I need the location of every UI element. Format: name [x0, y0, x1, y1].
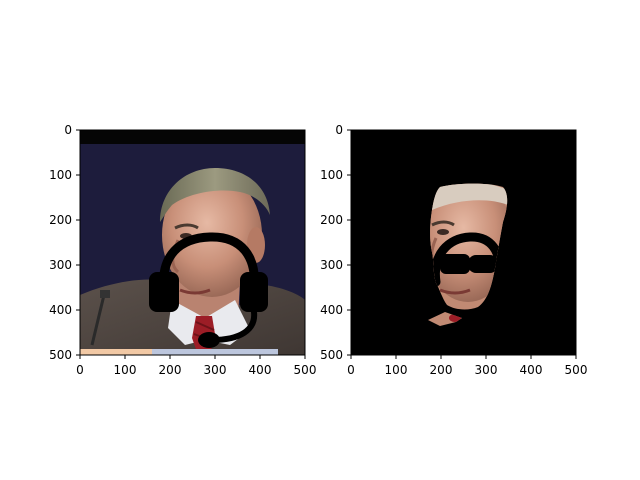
left-y-ticks	[76, 129, 80, 356]
right-x-tick-label: 100	[385, 363, 408, 377]
left-x-tick-labels: 0 100 200 300 400 500	[76, 363, 316, 377]
left-y-tick-label: 200	[49, 213, 72, 227]
left-y-tick-labels: 0 100 200 300 400 500	[49, 123, 72, 362]
right-x-tick-labels: 0 100 200 300 400 500	[347, 363, 587, 377]
right-y-tick-labels: 0 100 200 300 400 500	[320, 123, 343, 362]
left-x-tick-label: 300	[204, 363, 227, 377]
right-x-tick-label: 300	[475, 363, 498, 377]
right-y-tick-label: 200	[320, 213, 343, 227]
right-panel-image	[351, 130, 576, 355]
left-y-tick-label: 300	[49, 258, 72, 272]
right-x-ticks	[350, 355, 577, 359]
right-y-tick-label: 100	[320, 168, 343, 182]
right-x-tick-label: 200	[430, 363, 453, 377]
left-panel-image	[80, 130, 305, 355]
left-x-ticks	[79, 355, 306, 359]
left-y-tick-label: 400	[49, 303, 72, 317]
right-y-tick-label: 0	[335, 123, 343, 137]
left-y-tick-label: 0	[64, 123, 72, 137]
right-x-tick-label: 400	[520, 363, 543, 377]
left-x-tick-label: 400	[249, 363, 272, 377]
right-y-tick-label: 500	[320, 348, 343, 362]
left-x-tick-label: 500	[294, 363, 317, 377]
left-x-tick-label: 200	[159, 363, 182, 377]
right-y-ticks	[347, 129, 351, 356]
right-y-tick-label: 400	[320, 303, 343, 317]
right-y-tick-label: 300	[320, 258, 343, 272]
headset-overlay	[149, 232, 268, 348]
left-y-tick-label: 100	[49, 168, 72, 182]
right-x-tick-label: 500	[565, 363, 588, 377]
left-x-tick-label: 0	[76, 363, 84, 377]
left-axes-frame	[79, 129, 306, 356]
right-x-tick-label: 0	[347, 363, 355, 377]
left-x-tick-label: 100	[114, 363, 137, 377]
right-axes-frame	[350, 129, 577, 356]
left-y-tick-label: 500	[49, 348, 72, 362]
